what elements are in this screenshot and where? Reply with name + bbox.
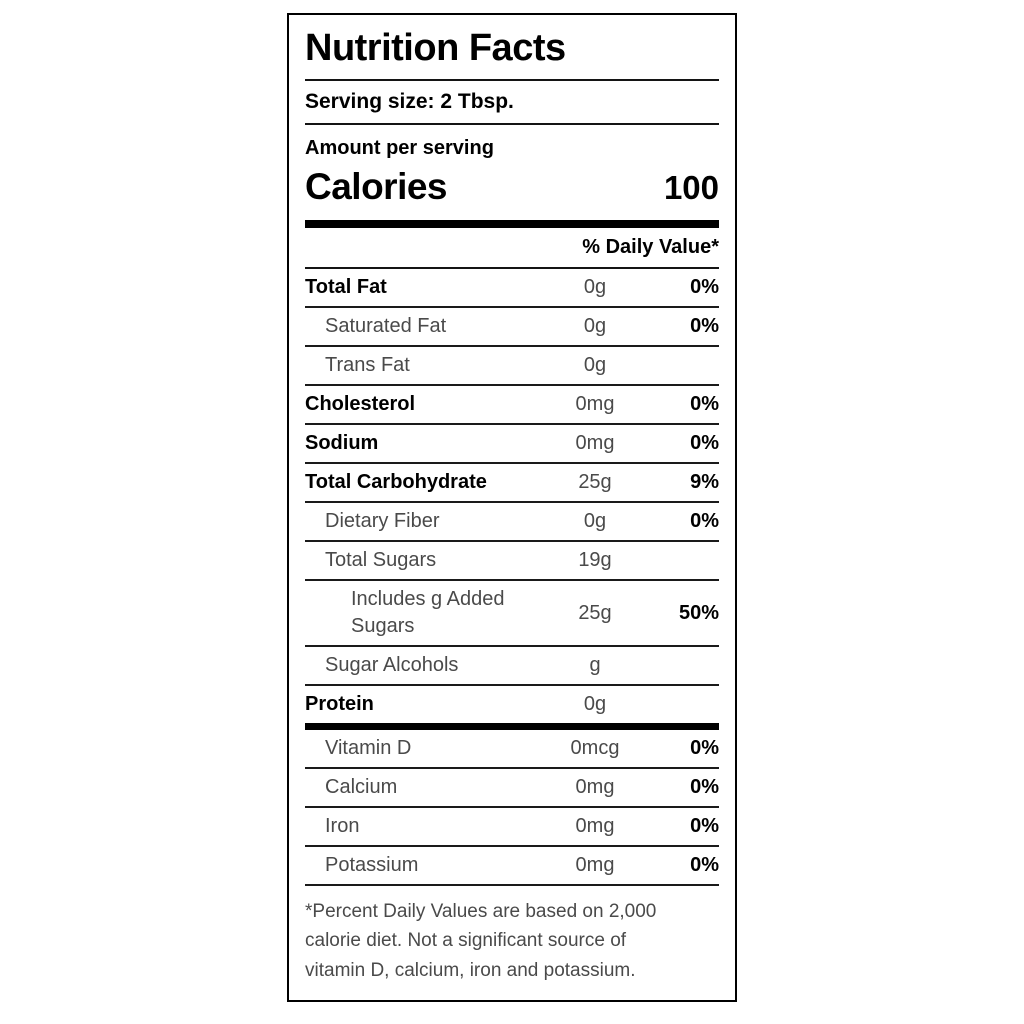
nutrient-daily-value: 0% (690, 510, 719, 532)
thick-divider-top (305, 220, 719, 228)
daily-value-header: % Daily Value* (305, 228, 719, 269)
nutrient-row: Trans Fat 0g (305, 347, 719, 386)
nutrient-amount: g (589, 654, 601, 676)
nutrient-row: Cholesterol 0mg 0% (305, 386, 719, 425)
calories-value: 100 (663, 169, 719, 206)
nutrient-daily-value: 50% (678, 601, 719, 624)
nutrient-row: Total Fat 0g 0% (305, 269, 719, 308)
nutrient-row: Potassium 0mg 0% (305, 847, 719, 886)
amount-per-serving-label: Amount per serving (305, 137, 494, 159)
footnote: *Percent Daily Values are based on 2,000… (305, 901, 657, 981)
nutrient-row: Calcium 0mg 0% (305, 769, 719, 808)
nutrient-daily-value: 0% (690, 854, 719, 876)
nutrient-name: Includes g Added Sugars (351, 588, 505, 637)
nutrient-amount: 25g (578, 601, 612, 624)
nutrient-row: Includes g Added Sugars 25g 50% (305, 581, 719, 647)
nutrient-daily-value: 0% (690, 276, 719, 298)
nutrient-amount: 0mg (575, 776, 615, 798)
nutrient-name: Trans Fat (325, 354, 410, 376)
nutrient-daily-value: 0% (690, 776, 719, 798)
nutrient-amount: 0g (583, 693, 607, 715)
label-title: Nutrition Facts (305, 15, 719, 81)
nutrient-amount: 0g (583, 354, 607, 376)
nutrient-name: Total Carbohydrate (305, 471, 487, 493)
nutrient-name: Sodium (305, 432, 379, 454)
nutrient-daily-value: 9% (690, 471, 719, 493)
nutrient-name: Dietary Fiber (325, 510, 440, 532)
nutrient-name: Saturated Fat (325, 315, 447, 337)
micronutrient-table: Vitamin D 0mcg 0% Calcium 0mg 0% Iron 0mg 0% Pota… (305, 730, 719, 886)
nutrient-amount: 25g (578, 471, 612, 493)
nutrient-row: Sodium 0mg 0% (305, 425, 719, 464)
nutrient-row: Total Sugars 19g (305, 542, 719, 581)
serving-size: Serving size: 2 Tbsp. (305, 81, 719, 125)
nutrient-amount: 0mg (575, 815, 615, 837)
nutrient-daily-value: 0% (690, 315, 719, 337)
thick-divider-bottom (305, 723, 719, 730)
nutrient-amount: 0g (583, 510, 607, 532)
nutrient-row: Sugar Alcohols g (305, 647, 719, 686)
nutrient-table: Total Fat 0g 0% Saturated Fat 0g 0% Trans Fat 0… (305, 269, 719, 723)
nutrient-daily-value: 0% (690, 393, 719, 415)
nutrient-name: Total Fat (305, 276, 387, 298)
nutrient-name: Total Sugars (325, 549, 437, 571)
calories-row: Calories 100 (305, 160, 719, 220)
nutrient-daily-value: 0% (690, 737, 719, 759)
nutrient-row: Dietary Fiber 0g 0% (305, 503, 719, 542)
nutrient-amount: 0mg (575, 854, 615, 876)
nutrient-row: Protein 0g (305, 686, 719, 723)
nutrient-amount: 0mg (575, 393, 615, 415)
nutrient-amount: 0g (583, 276, 607, 298)
nutrient-row: Iron 0mg 0% (305, 808, 719, 847)
nutrient-name: Protein (305, 693, 374, 715)
nutrient-row: Saturated Fat 0g 0% (305, 308, 719, 347)
nutrient-name: Potassium (325, 854, 419, 876)
nutrient-daily-value: 0% (690, 432, 719, 454)
nutrition-facts-label: Nutrition Facts Serving size: 2 Tbsp. Am… (287, 13, 737, 1003)
nutrient-name: Cholesterol (305, 393, 416, 415)
nutrient-name: Sugar Alcohols (325, 654, 459, 676)
nutrient-name: Calcium (325, 776, 398, 798)
nutrient-amount: 0g (583, 315, 607, 337)
nutrient-row: Total Carbohydrate 25g 9% (305, 464, 719, 503)
nutrient-amount: 0mcg (570, 737, 620, 759)
nutrient-name: Vitamin D (325, 737, 412, 759)
nutrient-name: Iron (325, 815, 360, 837)
calories-label: Calories (305, 166, 448, 207)
nutrient-daily-value: 0% (690, 815, 719, 837)
nutrient-row: Vitamin D 0mcg 0% (305, 730, 719, 769)
nutrient-amount: 0mg (575, 432, 615, 454)
nutrient-amount: 19g (578, 549, 612, 571)
